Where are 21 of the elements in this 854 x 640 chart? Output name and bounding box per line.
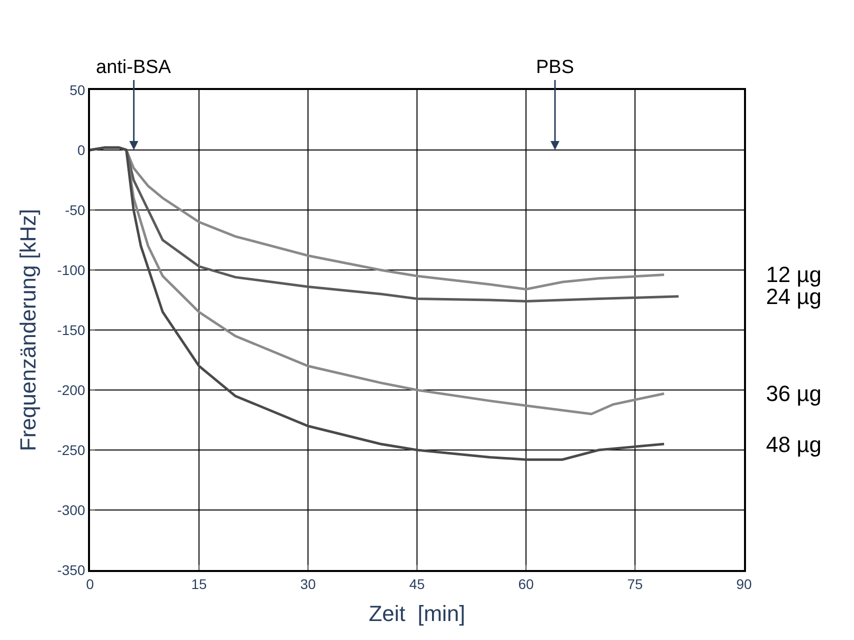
x-tick-label: 15 xyxy=(191,576,207,592)
x-tick-label: 75 xyxy=(627,576,643,592)
x-tick-label: 45 xyxy=(409,576,425,592)
x-axis-title: Zeit [min] xyxy=(368,601,466,626)
text: anti-BSA xyxy=(96,57,172,78)
y-tick-label: -250 xyxy=(57,442,86,458)
y-tick-label: 0 xyxy=(77,142,86,158)
y-tick-label: -50 xyxy=(64,202,86,218)
x-tick-label: 60 xyxy=(518,576,534,592)
y-axis-title: Frequenzänderung [kHz] xyxy=(15,208,40,452)
x-tick-label: 90 xyxy=(736,576,752,592)
text: 36 µg xyxy=(766,381,822,406)
y-tick-label: -350 xyxy=(57,562,86,578)
y-tick-label: -200 xyxy=(57,382,86,398)
y-tick-label: 50 xyxy=(70,82,86,98)
x-tick-label: 30 xyxy=(300,576,316,592)
text: 48 µg xyxy=(766,432,822,457)
text: PBS xyxy=(536,57,574,78)
y-tick-label: -100 xyxy=(57,262,86,278)
y-tick-label: -150 xyxy=(57,322,86,338)
y-tick-label: -300 xyxy=(57,502,86,518)
